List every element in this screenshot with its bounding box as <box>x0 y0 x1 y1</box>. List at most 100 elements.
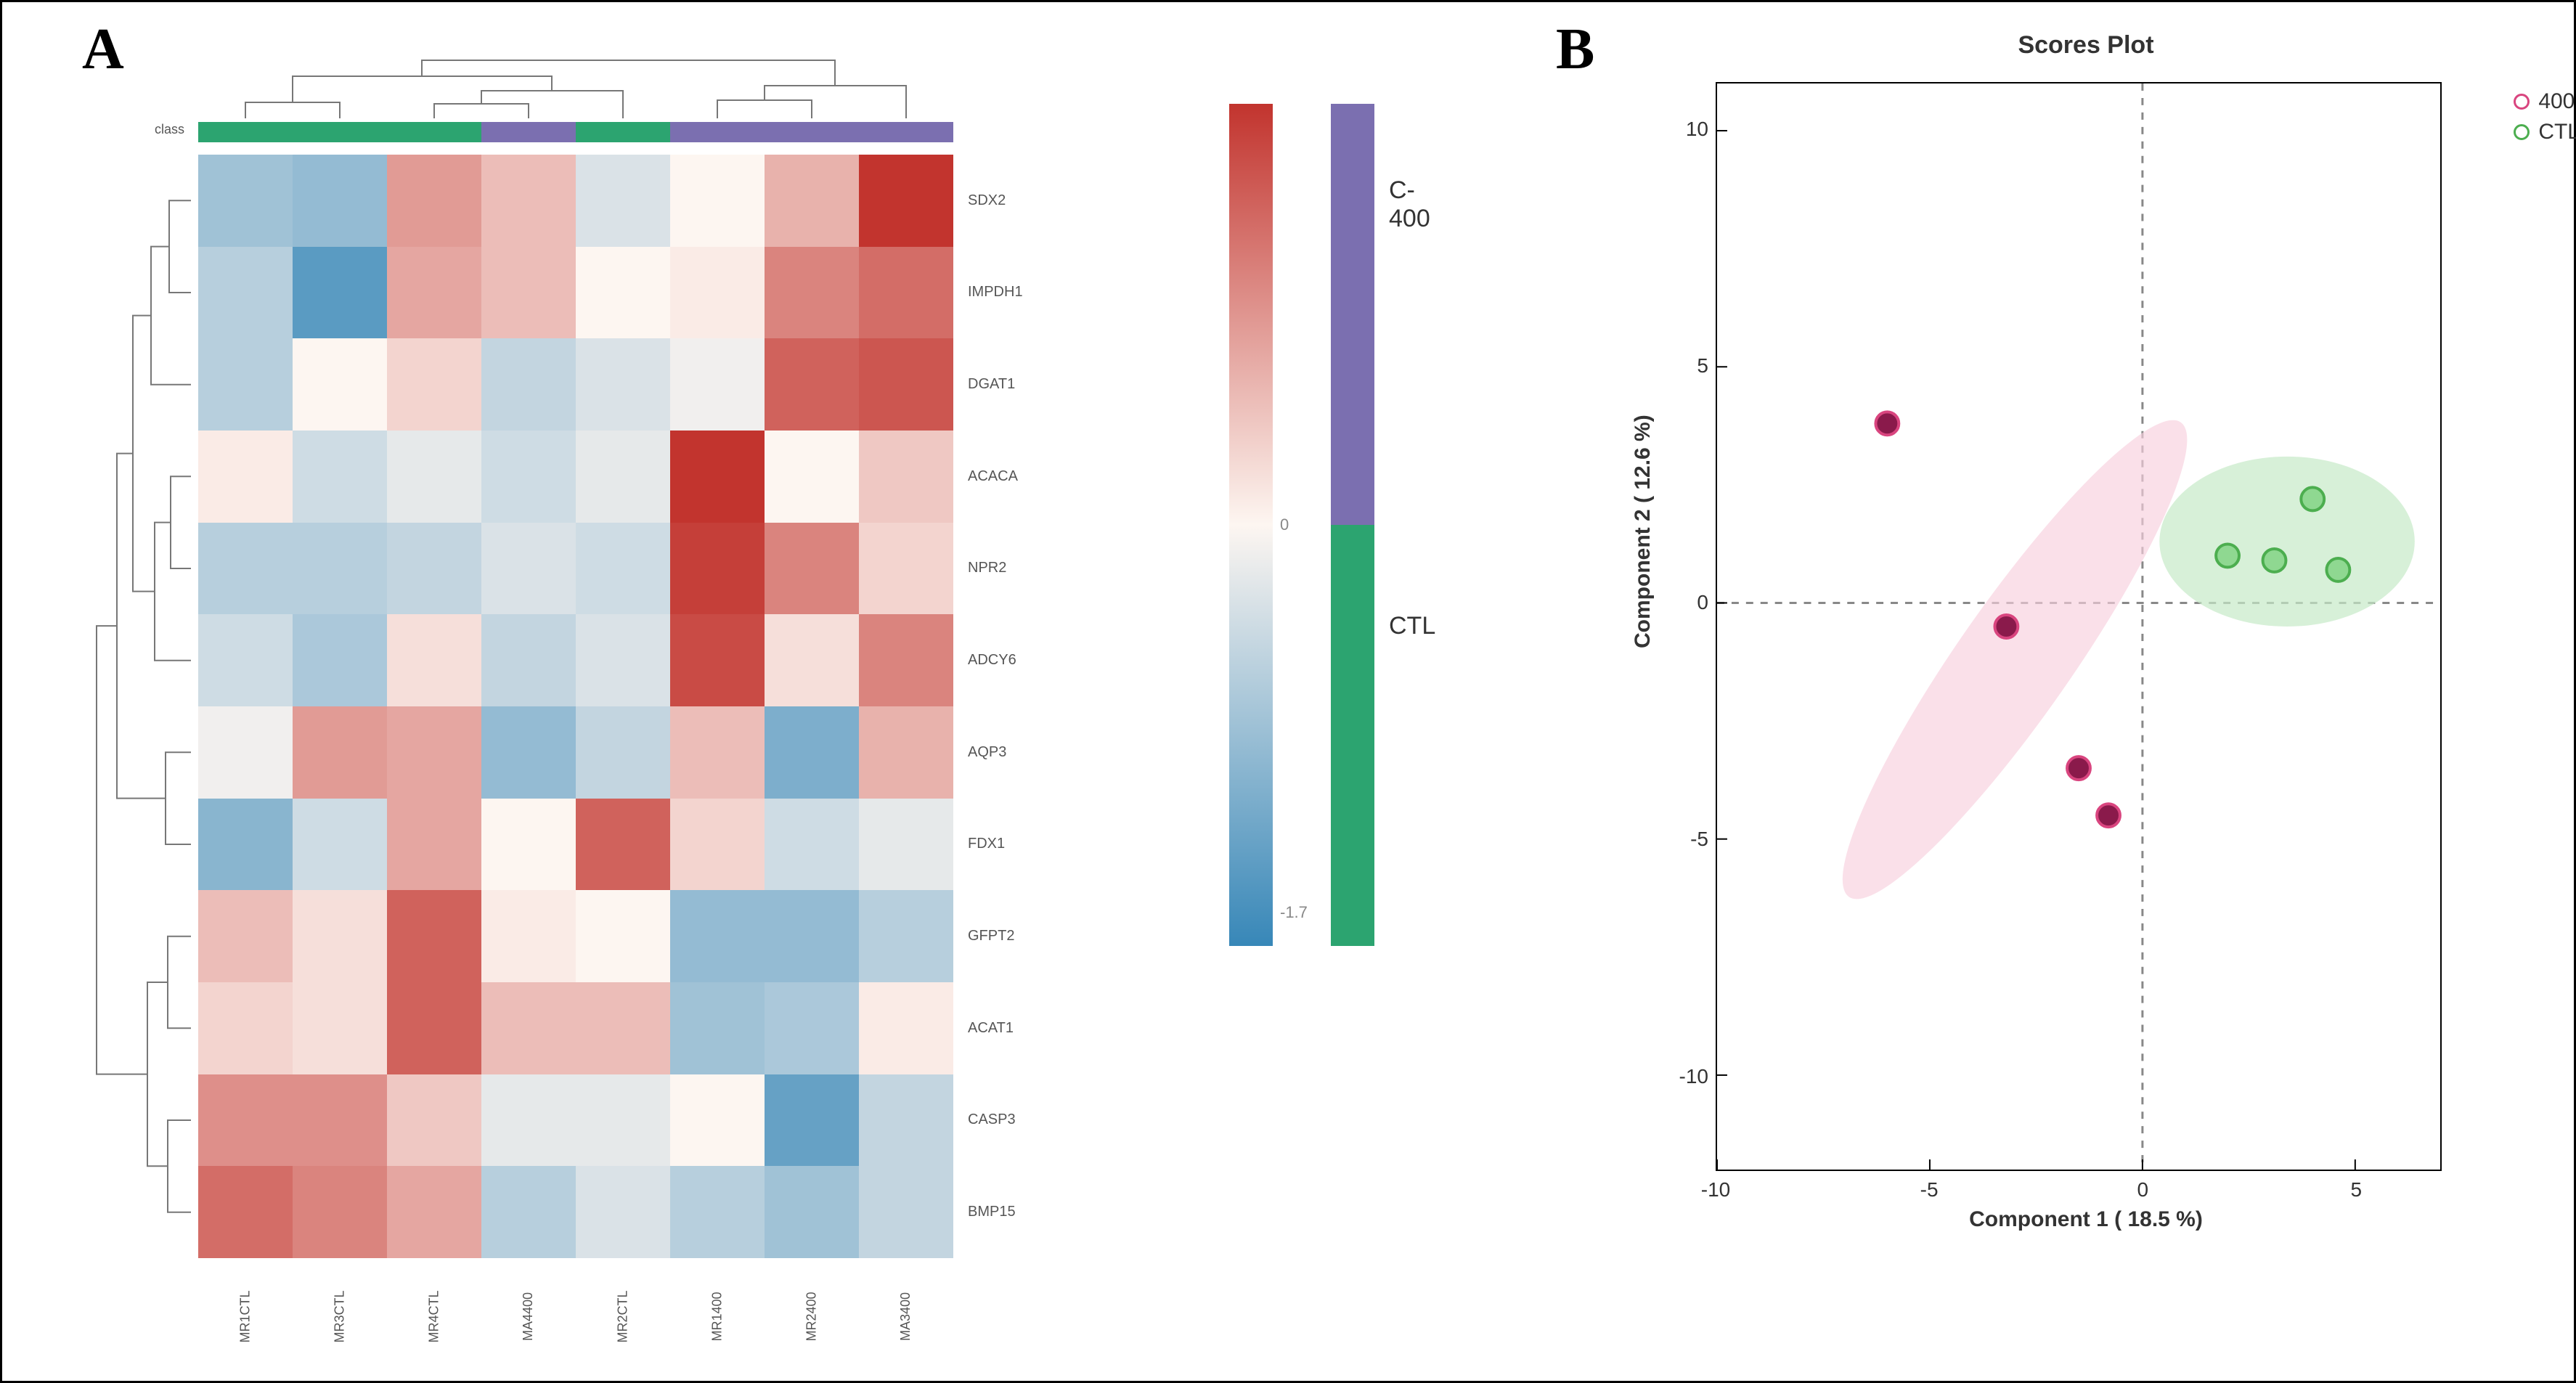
heatmap-cell <box>859 706 953 799</box>
heatmap-cell <box>670 799 765 891</box>
heatmap-cell <box>481 706 576 799</box>
heatmap-cell <box>576 431 670 523</box>
heatmap-cell <box>670 247 765 339</box>
panel-b-label: B <box>1556 17 1594 83</box>
heatmap-cell <box>859 982 953 1074</box>
class-bar-segment <box>387 122 481 142</box>
heatmap-cell <box>481 982 576 1074</box>
panel-a-heatmap: class <box>82 46 1447 1367</box>
heatmap-cell <box>670 614 765 706</box>
colorbar-tick: 0 <box>1280 515 1289 534</box>
heatmap-cell <box>387 614 481 706</box>
heatmap-cell <box>765 338 859 431</box>
y-tick-label: -10 <box>1672 1065 1708 1088</box>
scores-svg <box>1717 83 2440 1170</box>
heatmap-grid <box>198 155 953 1258</box>
heatmap-cell <box>293 706 387 799</box>
heatmap-cell <box>765 982 859 1074</box>
row-label: NPR2 <box>961 523 1106 615</box>
colorbar-tick: -1.7 <box>1280 903 1308 922</box>
heatmap-cell <box>859 890 953 982</box>
heatmap-cell <box>293 523 387 615</box>
panel-b-scores: Scores Plot Component 2 ( 12.6 %) Compon… <box>1629 31 2543 1265</box>
heatmap-cell <box>387 1166 481 1258</box>
row-label: ACACA <box>961 431 1106 523</box>
heatmap-cell <box>198 523 293 615</box>
heatmap-cell <box>481 338 576 431</box>
column-label: MA4400 <box>481 1265 576 1367</box>
heatmap-cell <box>387 1074 481 1167</box>
legend-label: CTL <box>2538 120 2576 144</box>
heatmap-cell <box>293 614 387 706</box>
class-bar-segment <box>198 122 293 142</box>
row-label: FDX1 <box>961 799 1106 891</box>
scores-plot-title: Scores Plot <box>1629 31 2543 60</box>
y-tick-label: 10 <box>1672 118 1708 141</box>
group-bar-segment <box>1331 525 1374 946</box>
heatmap-cell <box>198 890 293 982</box>
row-label: ADCY6 <box>961 614 1106 706</box>
heatmap-region: class <box>82 46 1447 1367</box>
heatmap-cell <box>576 155 670 247</box>
heatmap-cell <box>387 338 481 431</box>
heatmap-cell <box>198 799 293 891</box>
column-label: MR3CTL <box>293 1265 387 1367</box>
heatmap-cell <box>387 706 481 799</box>
heatmap-cell <box>481 890 576 982</box>
heatmap-cell <box>576 247 670 339</box>
heatmap-cell <box>293 1166 387 1258</box>
heatmap-cell <box>576 338 670 431</box>
legend-marker-icon <box>2514 94 2530 110</box>
class-bar-segment <box>293 122 387 142</box>
heatmap-cell <box>859 155 953 247</box>
y-tick-label: 0 <box>1672 591 1708 614</box>
heatmap-cell <box>481 523 576 615</box>
class-bar-segment <box>481 122 576 142</box>
legend-item: CTL <box>2514 120 2576 144</box>
row-labels: SDX2IMPDH1DGAT1ACACANPR2ADCY6AQP3FDX1GFP… <box>961 155 1106 1258</box>
heatmap-cell <box>859 614 953 706</box>
group-bar <box>1331 104 1374 946</box>
scores-plot-area <box>1716 82 2442 1171</box>
heatmap-cell <box>765 247 859 339</box>
heatmap-cell <box>293 247 387 339</box>
heatmap-cell <box>198 1074 293 1167</box>
heatmap-cell <box>198 431 293 523</box>
heatmap-cell <box>198 614 293 706</box>
column-labels: MR1CTLMR3CTLMR4CTLMA4400MR2CTLMR1400MR24… <box>198 1265 953 1367</box>
heatmap-cell <box>293 799 387 891</box>
heatmap-cell <box>765 706 859 799</box>
heatmap-cell <box>859 431 953 523</box>
heatmap-cell <box>576 1166 670 1258</box>
class-annotation-bar <box>198 122 953 142</box>
row-label: GFPT2 <box>961 890 1106 982</box>
heatmap-cell <box>293 338 387 431</box>
figure-container: A <box>0 0 2576 1383</box>
heatmap-cell <box>293 982 387 1074</box>
heatmap-cell <box>765 1074 859 1167</box>
heatmap-cell <box>198 982 293 1074</box>
heatmap-cell <box>859 1074 953 1167</box>
y-axis-label: Component 2 ( 12.6 %) <box>1631 415 1655 648</box>
heatmap-cell <box>670 982 765 1074</box>
column-label: MA3400 <box>859 1265 953 1367</box>
heatmap-cell <box>198 338 293 431</box>
row-label: AQP3 <box>961 706 1106 799</box>
heatmap-cell <box>670 431 765 523</box>
legend-marker-icon <box>2514 124 2530 140</box>
class-bar-segment <box>670 122 765 142</box>
column-label: MR2400 <box>765 1265 859 1367</box>
class-bar-segment <box>576 122 670 142</box>
column-label: MR1400 <box>670 1265 765 1367</box>
heatmap-cell <box>670 1074 765 1167</box>
heatmap-cell <box>576 982 670 1074</box>
heatmap-cell <box>576 799 670 891</box>
legend-item: 400 <box>2514 89 2576 114</box>
heatmap-cell <box>198 1166 293 1258</box>
heatmap-cell <box>293 1074 387 1167</box>
heatmap-cell <box>765 523 859 615</box>
class-bar-segment <box>765 122 859 142</box>
row-label: CASP3 <box>961 1074 1106 1167</box>
heatmap-cell <box>859 1166 953 1258</box>
heatmap-cell <box>198 706 293 799</box>
